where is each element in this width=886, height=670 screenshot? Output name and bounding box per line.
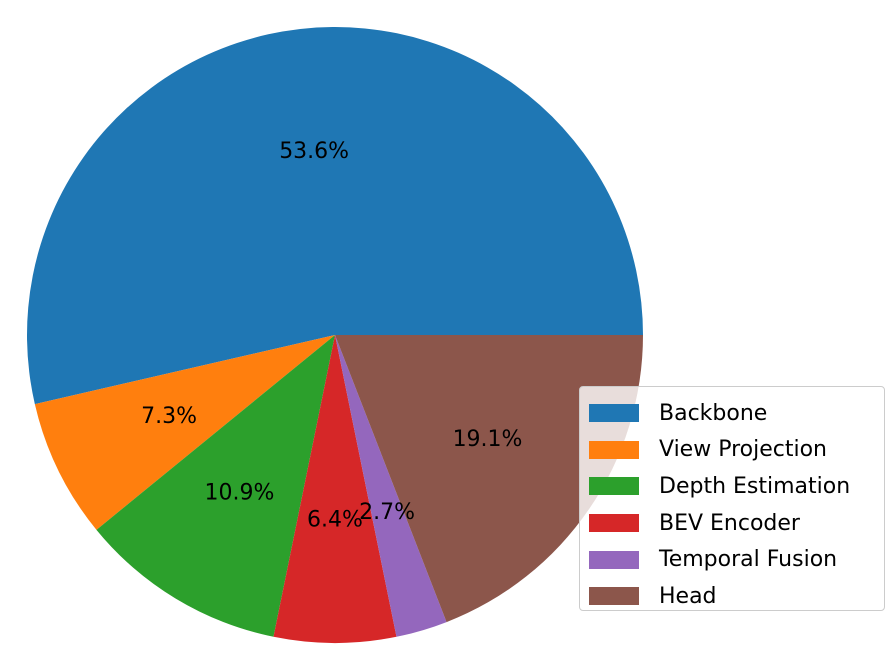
pie-slice-head [335, 335, 643, 623]
pct-label-view-projection: 7.3% [141, 404, 197, 429]
legend-swatch-view-projection [589, 440, 639, 459]
legend-item-temporal-fusion: Temporal Fusion [589, 541, 884, 578]
pie-slice-view-projection [34, 335, 335, 530]
legend-item-bev-encoder: BEV Encoder [589, 505, 884, 542]
pct-label-temporal-fusion: 2.7% [359, 500, 415, 525]
legend-label-view-projection: View Projection [659, 437, 827, 463]
pie-slice-bev-encoder [273, 335, 397, 643]
legend-swatch-backbone [589, 404, 639, 423]
pct-label-bev-encoder: 6.4% [307, 507, 363, 532]
legend-swatch-temporal-fusion [589, 550, 639, 569]
legend: Backbone View Projection Depth Estimatio… [579, 386, 885, 611]
pct-label-head: 19.1% [453, 427, 523, 452]
legend-label-bev-encoder: BEV Encoder [659, 510, 800, 536]
legend-swatch-depth-estimation [589, 477, 639, 496]
percentage-labels: 53.6% 7.3% 10.9% 6.4%2.7% 19.1% [141, 139, 522, 532]
legend-item-backbone: Backbone [589, 395, 884, 432]
legend-item-head: Head [589, 578, 884, 615]
legend-item-depth-estimation: Depth Estimation [589, 468, 884, 505]
legend-swatch-head [589, 587, 639, 606]
pie-slice-depth-estimation [96, 335, 335, 637]
pct-label-backbone: 53.6% [279, 139, 349, 164]
legend-label-head: Head [659, 583, 717, 609]
pie-slices [26, 26, 643, 643]
pie-slice-backbone [26, 26, 643, 405]
legend-label-depth-estimation: Depth Estimation [659, 473, 851, 499]
legend-label-backbone: Backbone [659, 400, 768, 426]
pct-label-depth-estimation: 10.9% [204, 481, 274, 506]
legend-label-temporal-fusion: Temporal Fusion [659, 547, 838, 573]
legend-swatch-bev-encoder [589, 514, 639, 533]
legend-item-view-projection: View Projection [589, 432, 884, 469]
pie-slice-temporal-fusion [335, 335, 447, 637]
